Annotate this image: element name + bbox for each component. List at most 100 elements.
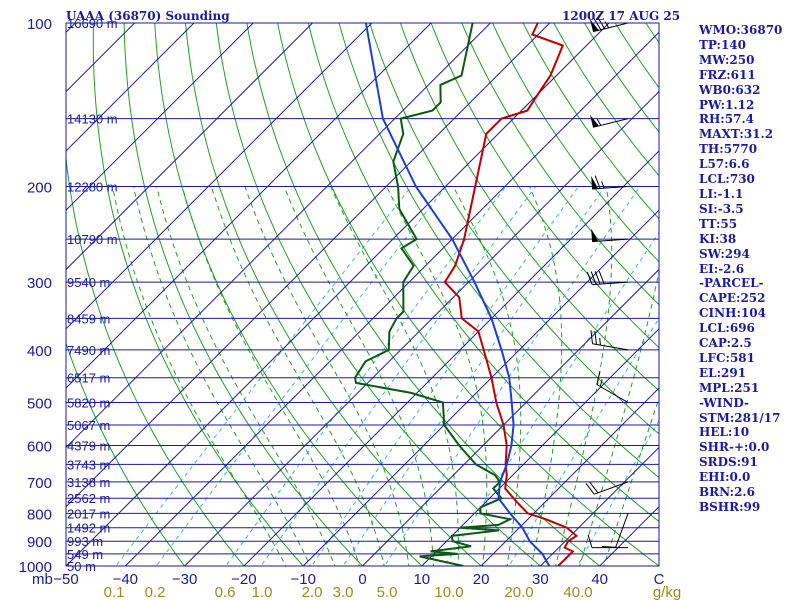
index-item: EL:291 bbox=[699, 365, 747, 380]
dry-adiabat bbox=[66, 341, 186, 566]
barb-full bbox=[602, 546, 616, 548]
dry-adiabat bbox=[277, 23, 659, 566]
height-tick-label: 9540 m bbox=[67, 275, 110, 290]
barb-full bbox=[589, 481, 599, 494]
moist-adiabat bbox=[386, 186, 488, 566]
dry-adiabat bbox=[184, 23, 482, 566]
index-item: CAPE:252 bbox=[699, 291, 766, 306]
isotherm bbox=[66, 23, 254, 211]
pressure-tick-label: 500 bbox=[27, 396, 52, 413]
temperature-tick-label: 10 bbox=[413, 571, 430, 588]
mixing-ratio-line bbox=[155, 186, 447, 566]
index-item: EHI:0.0 bbox=[699, 470, 751, 485]
mixing-ratio-label: 1.0 bbox=[252, 584, 273, 600]
index-item: BSHR:99 bbox=[699, 500, 761, 514]
index-item: FRZ:611 bbox=[699, 67, 756, 82]
moist-adiabat bbox=[283, 186, 435, 566]
height-tick-label: 2017 m bbox=[67, 506, 110, 521]
barb-staff bbox=[615, 513, 629, 548]
wind-barb bbox=[589, 16, 629, 33]
barb-flag bbox=[591, 228, 599, 242]
mixing-ratio-label: 0.2 bbox=[145, 584, 166, 600]
barb-full bbox=[590, 330, 593, 344]
barb-full bbox=[598, 270, 605, 284]
isotherm bbox=[66, 23, 313, 271]
height-tick-label: 5067 m bbox=[67, 418, 110, 433]
index-item: CAP:2.5 bbox=[699, 336, 752, 351]
dry-adiabat bbox=[66, 153, 245, 566]
index-item: MAXT:31.2 bbox=[699, 127, 774, 142]
barb-full bbox=[593, 17, 602, 31]
index-item: EI:-2.6 bbox=[699, 261, 745, 276]
height-tick-label: 8459 m bbox=[67, 311, 110, 326]
sounding-indices: WMO:36870 TP:140 MW:250 FRZ:611 WB0:632 PW:1.… bbox=[699, 23, 782, 515]
index-item: SI:-3.5 bbox=[699, 201, 744, 216]
index-item: -PARCEL- bbox=[699, 276, 764, 291]
dry-adiabat bbox=[430, 23, 659, 349]
barb-full bbox=[585, 483, 595, 495]
index-item: -WIND- bbox=[699, 395, 749, 410]
index-item: BRN:2.6 bbox=[699, 485, 755, 500]
wind-barb bbox=[586, 270, 629, 286]
barb-flag bbox=[589, 19, 599, 32]
axis-unit-label: mb bbox=[32, 571, 53, 588]
sounding-profiles bbox=[354, 23, 579, 566]
index-item: WMO:36870 bbox=[699, 23, 783, 37]
mixing-ratio-line bbox=[577, 419, 659, 566]
mixing-ratio-label: 3.0 bbox=[333, 584, 354, 600]
height-tick-label: 993 m bbox=[67, 534, 103, 549]
index-item: KI:38 bbox=[699, 231, 737, 246]
dry-adiabat bbox=[338, 23, 659, 479]
plot-frame bbox=[65, 22, 660, 567]
barb-staff bbox=[592, 281, 629, 286]
wind-barb bbox=[591, 228, 629, 243]
pressure-tick-label: 400 bbox=[27, 343, 52, 360]
barb-flag bbox=[589, 114, 599, 128]
dewpoint-line bbox=[354, 23, 514, 566]
wind-barb bbox=[587, 534, 629, 549]
temperature-tick-label: C bbox=[654, 571, 665, 588]
barb-flag bbox=[591, 176, 599, 189]
barb-full bbox=[594, 330, 597, 345]
temperature-tick-label: 30 bbox=[532, 571, 549, 588]
temperature-tick-label: −10 bbox=[290, 571, 315, 588]
index-item: LCL:730 bbox=[699, 172, 755, 187]
index-item: HEL:10 bbox=[699, 425, 750, 440]
mixing-ratio-line bbox=[225, 186, 507, 566]
isotherm bbox=[66, 23, 432, 389]
isotherm bbox=[421, 328, 659, 566]
mixing-ratio-lines bbox=[115, 186, 659, 566]
dry-adiabat bbox=[92, 23, 304, 566]
isotherm bbox=[124, 31, 659, 566]
isotherm bbox=[540, 446, 659, 566]
height-tick-label: 10790 m bbox=[67, 232, 118, 247]
mixing-ratio-label: 20.0 bbox=[504, 584, 533, 600]
moist-adiabat bbox=[555, 186, 613, 566]
pressure-tick-label: 100 bbox=[27, 16, 52, 33]
moist-adiabats bbox=[112, 186, 659, 566]
height-tick-label: 6517 m bbox=[67, 371, 110, 386]
moist-adiabat bbox=[112, 186, 287, 566]
pressure-tick-label: 600 bbox=[27, 439, 52, 456]
index-item: LI:-1.1 bbox=[699, 186, 744, 201]
barb-full bbox=[587, 534, 593, 548]
isotherms bbox=[66, 23, 659, 566]
temperature-tick-label: −40 bbox=[113, 571, 138, 588]
moist-adiabat bbox=[244, 186, 410, 566]
mixing-ratio-line bbox=[310, 186, 580, 566]
temperature-tick-label: 0 bbox=[358, 571, 366, 588]
pressure-tick-label: 700 bbox=[27, 475, 52, 492]
barb-half bbox=[596, 118, 602, 126]
height-tick-label: 50 m bbox=[67, 559, 96, 574]
temperature-line bbox=[443, 23, 579, 566]
height-tick-label: 4379 m bbox=[67, 439, 110, 454]
isotherm bbox=[362, 268, 659, 566]
wind-barb bbox=[589, 114, 629, 128]
height-tick-label: 14130 m bbox=[67, 112, 118, 127]
sounding-time: 1200Z 17 AUG 25 bbox=[562, 9, 681, 23]
index-item: TH:5770 bbox=[699, 142, 758, 157]
dry-adiabat bbox=[246, 23, 601, 566]
isotherm bbox=[66, 23, 491, 449]
temperature-tick-label: −20 bbox=[231, 571, 256, 588]
